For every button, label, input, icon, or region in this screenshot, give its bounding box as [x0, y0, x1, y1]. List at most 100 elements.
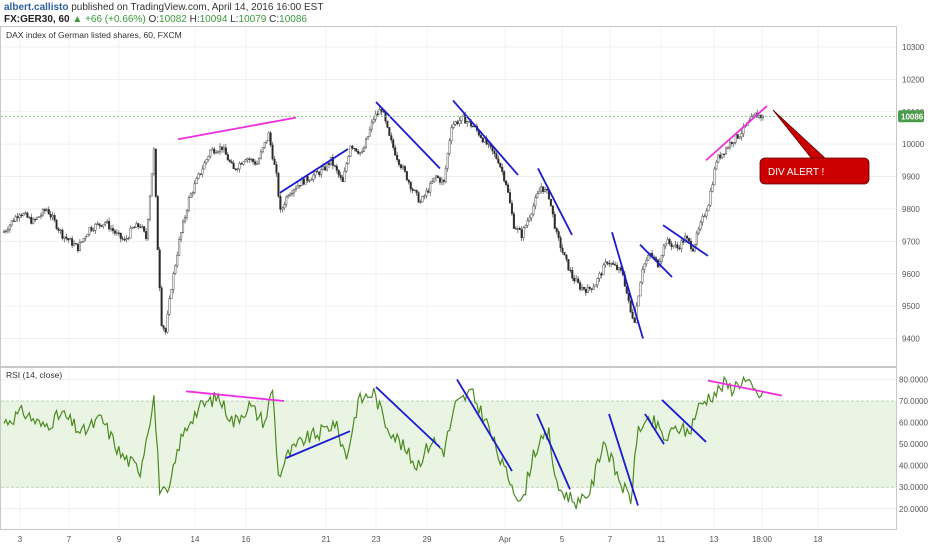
candle-bear [577, 278, 580, 283]
candle-bull [255, 163, 259, 165]
candle-bull [431, 181, 434, 184]
candle-bull [419, 201, 422, 203]
candle-bear [98, 223, 101, 226]
candle-bull [24, 212, 27, 214]
price-trendline [279, 148, 349, 194]
candle-bull [647, 255, 650, 261]
candle-bull [259, 151, 262, 159]
time-tick-label: 29 [423, 535, 432, 544]
candle-bull [187, 197, 190, 211]
candle-bear [549, 198, 552, 206]
candle-bear [415, 189, 418, 193]
candle-bull [312, 174, 315, 180]
candle-bear [34, 218, 37, 221]
trendlines[interactable] [177, 99, 783, 506]
rsi-axis[interactable]: 80.0000 70.0000 60.0000 50.0000 40.0000 30.00… [899, 375, 928, 513]
time-tick-label: Apr [499, 535, 512, 544]
candle-bull [345, 163, 348, 172]
candle-bull [310, 179, 313, 181]
candle-bull [238, 163, 241, 170]
candle-bull [699, 221, 702, 230]
callout-box [759, 157, 870, 185]
candle-bull [320, 169, 323, 176]
candle-bull [263, 142, 266, 148]
time-axis[interactable]: 3 7 9 14 16 21 23 29 Apr 5 7 11 13 18:00 18 [18, 535, 823, 544]
candle-bear [495, 153, 498, 159]
candle-bear [16, 216, 19, 219]
candle-bull [516, 228, 519, 230]
candle-bull [444, 168, 447, 182]
candle-bear [277, 173, 280, 197]
candle-bull [28, 216, 31, 219]
candle-bear [584, 289, 587, 293]
div-alert-callout[interactable]: DIV ALERT ! [759, 109, 870, 185]
candle-bear [117, 232, 120, 234]
candle-bear [164, 328, 167, 333]
candle-bull [343, 171, 346, 182]
candle-bull [580, 286, 584, 290]
candle-bear [357, 151, 360, 154]
candle-bear [668, 239, 671, 244]
candle-bear [686, 235, 689, 239]
candle-bear [271, 144, 274, 160]
candle-bull [242, 161, 245, 165]
candle-bear [139, 226, 142, 228]
candle-bear [407, 179, 410, 183]
candle-bull [544, 189, 547, 192]
candle-bull [291, 192, 294, 195]
author-link[interactable]: albert.callisto [4, 2, 69, 13]
candle-bull [294, 187, 297, 190]
candle-bear [616, 265, 619, 270]
candle-bear [47, 209, 50, 215]
candle-bull [14, 216, 17, 222]
candle-bull [267, 132, 270, 142]
candle-bull [73, 243, 76, 246]
time-tick-label: 14 [191, 535, 200, 544]
candle-bear [380, 109, 383, 112]
candle-bull [672, 245, 675, 247]
candle-bear [582, 286, 585, 290]
candle-bear [339, 174, 342, 178]
candle-bear [627, 293, 630, 301]
candle-bull [222, 147, 225, 150]
candle-bull [236, 168, 239, 170]
chart-canvas[interactable]: 1030010200101001000099009800970096009500… [0, 26, 932, 550]
candle-bull [586, 286, 589, 293]
candle-bear [590, 288, 593, 290]
candle-bull [602, 264, 605, 276]
candle-bear [230, 161, 233, 164]
candle-bull [150, 173, 153, 197]
candle-bull [88, 227, 91, 235]
candle-bear [232, 162, 235, 169]
rsi-trendline [661, 399, 707, 443]
candle-bear [398, 159, 401, 165]
candle-bear [252, 158, 255, 162]
candle-bull [754, 112, 757, 116]
rsi-trendline [608, 413, 639, 506]
candle-bear [512, 213, 515, 229]
price-axis[interactable]: 1030010200101001000099009800970096009500… [902, 43, 925, 344]
rsi-tick-label: 60.0000 [899, 419, 928, 428]
price-trendline [537, 168, 573, 236]
candle-bear [417, 192, 420, 203]
candle-bear [565, 254, 568, 260]
candle-bull [594, 284, 597, 288]
candle-bear [121, 238, 124, 240]
candle-bull [347, 156, 350, 165]
candle-bull [135, 223, 138, 228]
price-trendline [375, 101, 441, 170]
candle-bull [466, 121, 469, 124]
rsi-line [3, 375, 764, 510]
candle-bull [738, 136, 741, 139]
candle-bear [493, 150, 496, 154]
symbol-name[interactable]: FX:GER30, 60 [4, 14, 70, 25]
candle-bull [176, 254, 179, 266]
candle-bear [691, 248, 694, 252]
candle-bull [180, 232, 183, 240]
candle-bull [732, 142, 735, 144]
candle-bull [363, 147, 366, 152]
candle-bear [730, 142, 733, 144]
candle-bull [292, 189, 295, 194]
candle-bull [370, 121, 373, 130]
candle-bear [436, 175, 440, 178]
